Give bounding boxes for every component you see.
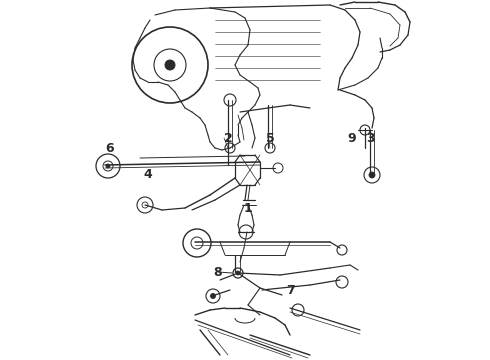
Text: 7: 7 (286, 284, 294, 297)
Text: 5: 5 (266, 131, 274, 144)
Circle shape (225, 143, 235, 153)
Text: 8: 8 (214, 266, 222, 279)
Circle shape (211, 293, 216, 298)
Circle shape (233, 268, 243, 278)
Text: 6: 6 (106, 141, 114, 154)
Text: 4: 4 (144, 168, 152, 181)
Circle shape (369, 172, 375, 178)
Text: 3: 3 (366, 131, 374, 144)
Text: 9: 9 (348, 131, 356, 144)
Circle shape (236, 271, 240, 275)
Circle shape (165, 60, 175, 70)
Text: 1: 1 (244, 202, 252, 215)
Circle shape (106, 164, 110, 168)
Text: 2: 2 (223, 131, 232, 144)
